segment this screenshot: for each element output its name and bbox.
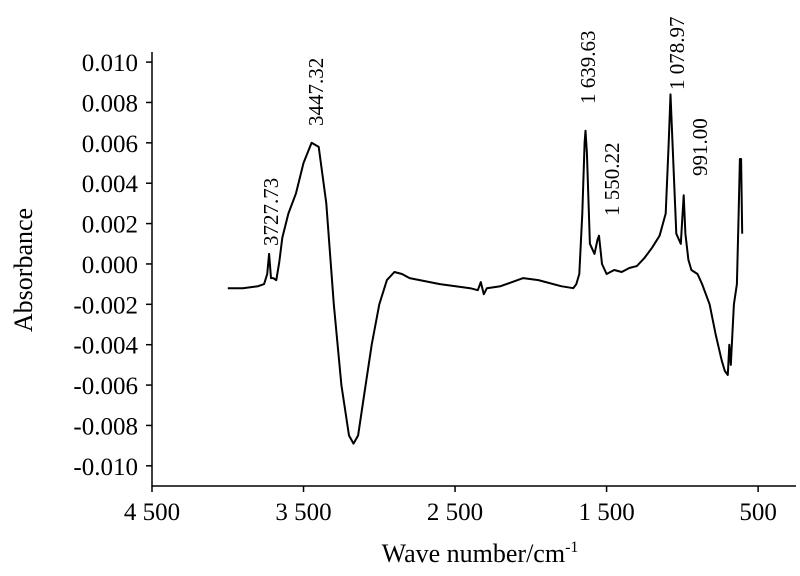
x-tick-label: 500 xyxy=(739,499,777,526)
y-tick-label: 0.010 xyxy=(82,50,138,77)
y-tick-label: -0.008 xyxy=(73,413,138,440)
y-tick-label: 0.004 xyxy=(82,171,139,198)
y-axis-title: Absorbance xyxy=(9,208,38,332)
y-tick-label: 0.000 xyxy=(82,252,138,279)
peak-label: 3447.32 xyxy=(304,58,328,126)
x-axis-title-sup: -1 xyxy=(565,539,578,556)
y-tick-label: -0.010 xyxy=(73,454,138,481)
x-tick-label: 2 500 xyxy=(427,499,483,526)
x-axis-title: Wave number/cm-1 xyxy=(382,539,579,568)
y-tick-label: -0.004 xyxy=(73,333,138,360)
x-tick-label: 4 500 xyxy=(124,499,180,526)
y-tick-label: 0.006 xyxy=(82,131,138,158)
x-axis-title-main: Wave number/cm xyxy=(382,539,565,568)
x-tick-label: 1 500 xyxy=(578,499,634,526)
y-tick-label: -0.006 xyxy=(73,373,138,400)
y-tick-label: 0.008 xyxy=(82,90,138,117)
y-tick-label: -0.002 xyxy=(73,292,138,319)
peak-label: 1 078.97 xyxy=(665,17,689,91)
y-tick-label: 0.002 xyxy=(82,212,138,239)
spectrum-line xyxy=(227,93,744,445)
peak-label: 1 639.63 xyxy=(576,31,600,105)
peak-label: 1 550.22 xyxy=(600,143,624,217)
x-tick-label: 3 500 xyxy=(275,499,331,526)
peak-label: 3727.73 xyxy=(259,178,283,246)
peak-label: 991.00 xyxy=(688,118,712,176)
